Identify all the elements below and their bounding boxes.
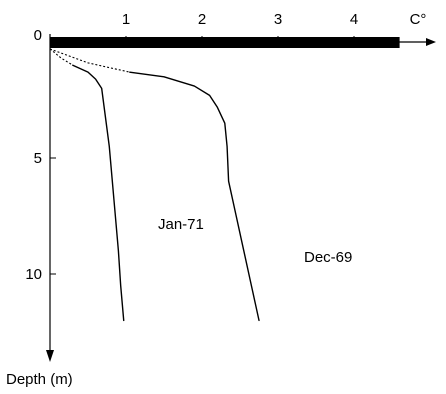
series-dotted-segment <box>49 48 74 66</box>
x-axis-title: C° <box>410 11 427 28</box>
series-dotted-segment <box>49 48 130 73</box>
y-tick-label: 10 <box>25 266 42 283</box>
series-line <box>72 64 125 322</box>
y-axis-title: Depth (m) <box>6 371 73 388</box>
x-tick-label: 1 <box>122 11 130 28</box>
plot-area: 1 2 3 4 0 5 10 Jan-71 Dec-69 <box>25 11 436 362</box>
y-tick-label: 0 <box>34 27 42 44</box>
x-axis-arrow <box>426 38 436 46</box>
x-tick-label: 2 <box>198 11 206 28</box>
y-tick-label: 5 <box>34 150 42 167</box>
y-axis-arrow <box>46 350 54 362</box>
series-label: Dec-69 <box>304 249 352 266</box>
series-line <box>129 71 260 322</box>
x-tick-label: 4 <box>350 11 358 28</box>
series-label: Jan-71 <box>158 216 204 233</box>
x-tick-label: 3 <box>274 11 282 28</box>
